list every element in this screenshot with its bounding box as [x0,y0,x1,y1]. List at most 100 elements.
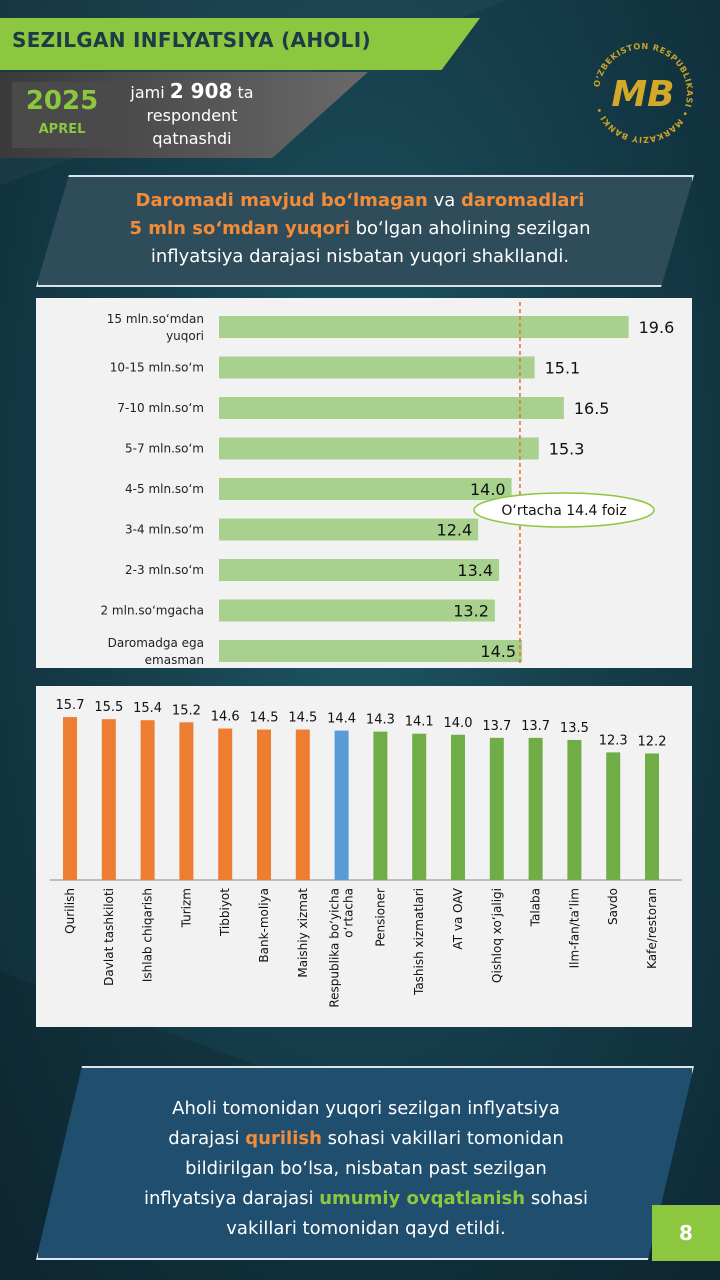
sector-value-label: 13.5 [560,721,589,736]
income-bar [219,599,495,622]
sector-bar [218,728,233,880]
sector-chart-panel: 15.7 Qurilish 15.5 Davlat tashkiloti 15.4 Ish… [36,686,692,1027]
callout-part-5: bo‘lgan aholining sezilgan [349,218,591,239]
conclusion-line-2c: sohasi vakillari tomonidan [321,1128,564,1149]
conclusion-line-1: Aholi tomonidan yuqori sezilgan inflyats… [172,1098,560,1119]
sector-category-label: o‘rtacha [342,888,356,938]
sector-bar [334,730,349,880]
income-bar [219,356,535,379]
sector-value-label: 14.1 [405,715,434,730]
income-value-label: 19.6 [639,318,675,337]
respondents-count: 2 908 [169,79,233,103]
sector-bar [140,720,155,880]
sector-category-label: Ilm-fan/ta’lim [567,888,581,968]
income-bar [219,316,629,338]
respondents-suffix: ta [237,83,254,102]
sector-value-label: 15.5 [94,700,123,715]
sector-value-label: 15.4 [133,701,162,716]
sector-bar [101,719,116,880]
income-value-label: 13.4 [457,561,493,580]
sector-category-label: Ishlab chiqarish [141,888,155,982]
income-value-label: 15.3 [549,440,585,459]
sector-bar [489,737,504,880]
page-title: SEZILGAN INFLYATSIYA (AHOLI) [12,28,371,52]
sector-category-label: Qurilish [63,888,77,934]
income-bar-chart: 15 mln.so‘mdan yuqori 19.6 10-15 mln.so‘m 15… [100,302,675,667]
sector-category-label: AT va OAV [451,887,465,949]
sector-value-label: 15.2 [172,703,201,718]
conclusion-text: Aholi tomonidan yuqori sezilgan inflyats… [96,1094,636,1244]
income-bar [219,437,539,460]
month-label: APREL [38,122,86,137]
callout-box [36,175,694,287]
central-bank-logo: O‘ZBEKISTON RESPUBLIKASI • MARKAZIY BANK… [591,41,694,145]
income-category-label: 3-4 mln.so‘m [125,523,204,537]
sector-category-label: Kafe/restoran [645,888,659,969]
income-bar [219,559,500,581]
callout-part-6: inflyatsiya darajasi nisbatan yuqori sha… [150,246,570,267]
callout-text: Daromadi mavjud bo‘lmagan va daromadlari… [90,187,630,271]
income-value-label: 14.5 [480,642,516,661]
income-category-label: 15 mln.so‘mdan yuqori [107,312,204,343]
respondents-line2: respondent [146,106,238,125]
sector-bar [257,729,271,880]
sector-value-label: 14.0 [444,716,473,731]
page-number: 8 [652,1205,720,1261]
sector-bar [451,734,465,880]
conclusion-line-3: bildirilgan bo‘lsa, nisbatan past sezilg… [185,1158,547,1179]
sector-category-label: Tibbiyot [218,888,232,937]
sector-category-label: Pensioner [373,888,387,947]
sector-bar [606,752,621,880]
respondents-info: jami 2 908 ta respondent qatnashdi [118,80,266,150]
income-value-label: 16.5 [574,399,610,418]
income-bar [219,640,523,662]
income-category-label: 4-5 mln.so‘m [125,482,204,496]
average-label-bubble [473,492,655,528]
sector-value-label: 15.7 [56,698,85,713]
logo-monogram: MB [611,74,674,115]
sector-bar [528,737,543,880]
income-category-label: 2 mln.so‘mgacha [100,604,204,618]
conclusion-line-4a: inflyatsiya darajasi [143,1188,320,1209]
sector-value-label: 14.3 [366,713,395,728]
sector-category-label: Qishloq xo‘jaligi [490,888,504,983]
sector-category-label: Maishiy xizmat [296,888,310,978]
income-chart-panel: 15 mln.so‘mdan yuqori 19.6 10-15 mln.so‘m 15… [36,298,692,668]
income-category-label: Daromadga ega emasman [108,636,204,667]
income-category-label: 5-7 mln.so‘m [125,442,204,456]
callout-highlight-3: 5 mln so‘mdan yuqori [129,218,350,239]
income-bar [219,518,479,541]
sector-category-label: Tashish xizmatlari [412,888,426,996]
sector-bar [179,722,194,880]
sector-value-label: 12.3 [599,733,628,748]
sector-value-label: 14.4 [327,712,356,727]
income-value-label: 13.2 [453,602,489,621]
date-box [12,82,112,148]
callout-highlight-2: daromadlari [461,190,585,211]
income-category-label: 10-15 mln.so‘m [110,361,204,375]
income-bar [219,397,564,419]
year-label: 2025 [25,86,99,116]
respondents-prefix: jami [130,83,165,102]
sector-category-label: Savdo [606,888,620,925]
conclusion-highlight-catering: umumiy ovqatlanish [319,1188,526,1209]
sector-bar [567,739,582,880]
income-value-label: 12.4 [437,521,473,540]
sector-value-label: 13.7 [521,719,550,734]
income-value-label: 15.1 [545,359,581,378]
conclusion-line-2a: darajasi [168,1128,246,1149]
average-label: O‘rtacha 14.4 foiz [501,503,626,519]
income-category-label: 7-10 mln.so‘m [117,401,204,415]
income-bar [219,478,512,500]
sector-category-label: Turizm [179,888,193,928]
sector-value-label: 14.5 [288,711,317,726]
sector-value-label: 14.6 [211,710,240,725]
sector-bar [373,731,388,880]
income-category-label: 2-3 mln.so‘m [125,563,204,577]
sector-category-label: Respublika bo‘yicha [328,888,342,1008]
conclusion-highlight-construction: qurilish [245,1128,322,1149]
sector-value-label: 14.5 [250,711,279,726]
callout-highlight-1: Daromadi mavjud bo‘lmagan [135,190,428,211]
sector-category-label: Davlat tashkiloti [102,888,116,986]
callout-part-2: va [427,190,462,211]
